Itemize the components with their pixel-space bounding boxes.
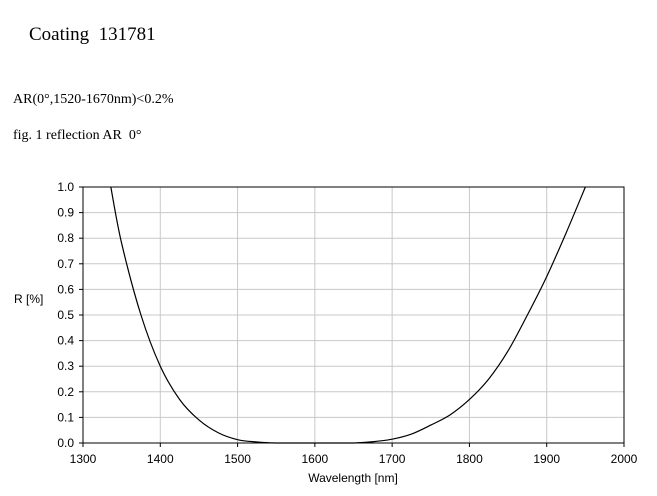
- y-tick-label: 0.8: [57, 231, 74, 245]
- y-tick-label: 0.0: [57, 436, 74, 450]
- y-tick-label: 0.9: [57, 206, 74, 220]
- axis-ticks: 1300 1400 1500 1600 1700 1800 1900 2000 0.0 0.1 0.…: [57, 180, 637, 466]
- x-tick-label: 1900: [533, 452, 560, 466]
- x-axis-label: Wavelength [nm]: [308, 471, 398, 485]
- grid: [82, 186, 625, 444]
- x-tick-label: 1400: [147, 452, 174, 466]
- x-tick-label: 1600: [302, 452, 329, 466]
- x-tick-label: 1700: [379, 452, 406, 466]
- y-tick-label: 0.1: [57, 410, 74, 424]
- x-tick-label: 1800: [456, 452, 483, 466]
- y-tick-label: 0.2: [57, 385, 74, 399]
- reflection-curve: [110, 186, 586, 444]
- figure-caption: fig. 1 reflection AR 0°: [13, 128, 142, 143]
- document-title: Coating 131781: [29, 24, 156, 45]
- y-axis-label: R [%]: [14, 292, 43, 306]
- y-tick-label: 0.5: [57, 308, 74, 322]
- y-tick-label: 0.3: [57, 359, 74, 373]
- y-tick-label: 1.0: [57, 180, 74, 194]
- series-layer: [110, 186, 586, 444]
- x-tick-label: 1500: [224, 452, 251, 466]
- y-tick-label: 0.7: [57, 257, 74, 271]
- x-tick-label: 2000: [611, 452, 638, 466]
- y-tick-label: 0.6: [57, 282, 74, 296]
- y-tick-label: 0.4: [57, 334, 74, 348]
- coating-spec: AR(0°,1520-1670nm)<0.2%: [13, 92, 174, 107]
- x-tick-label: 1300: [70, 452, 97, 466]
